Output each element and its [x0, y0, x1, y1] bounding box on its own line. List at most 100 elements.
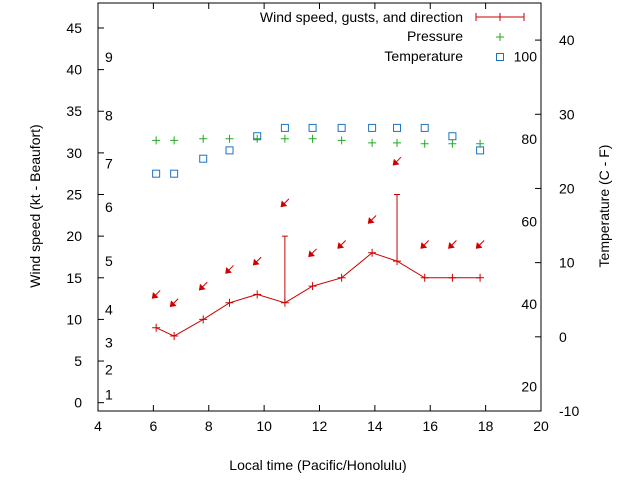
wind-direction-arrowhead	[420, 241, 428, 249]
beaufort-label: 8	[105, 107, 113, 123]
pressure-point	[448, 139, 457, 148]
y-right-tick-label: 20	[559, 180, 575, 196]
y-left-tick-label: 30	[66, 145, 82, 161]
wind-speed-point	[476, 273, 485, 282]
temperature-point	[368, 123, 377, 132]
beaufort-label: 2	[105, 361, 113, 377]
temperature-point	[308, 123, 317, 132]
beaufort-label: 6	[105, 199, 113, 215]
beaufort-label: 4	[105, 301, 113, 317]
pressure-point	[225, 134, 234, 143]
x-tick-label: 10	[256, 418, 272, 434]
y-right-tick-label: 40	[559, 32, 575, 48]
legend-pressure-marker	[496, 33, 504, 41]
x-tick-label: 20	[533, 418, 549, 434]
pressure-point	[199, 134, 208, 143]
temperature-point	[476, 146, 485, 155]
legend-temperature-marker	[496, 53, 504, 61]
x-tick-label: 16	[422, 418, 438, 434]
wind-speed-point	[152, 323, 161, 332]
wind-speed-point	[337, 273, 346, 282]
legend: Wind speed, gusts, and direction Pressur…	[260, 9, 525, 64]
x-tick-label: 18	[478, 418, 494, 434]
series-layer	[151, 123, 485, 341]
y-right-tick-label: 0	[559, 329, 567, 345]
y-left-tick-label: 10	[66, 311, 82, 327]
pressure-point	[420, 139, 429, 148]
temperature-point	[420, 123, 429, 132]
beaufort-label: 9	[105, 49, 113, 65]
wind-direction-arrowhead	[169, 300, 177, 308]
wind-speed-point	[170, 332, 179, 341]
wind-direction-arrowhead	[225, 266, 233, 274]
wind-direction-arrowhead	[337, 241, 345, 249]
pressure-point	[253, 134, 262, 143]
legend-wind-marker	[496, 13, 504, 21]
y-axis-right-label: Temperature (C - F)	[596, 145, 612, 268]
temperature-point	[199, 154, 208, 163]
wind-speed-point	[368, 248, 377, 257]
y-axis-left-label: Wind speed (kt - Beaufort)	[27, 124, 43, 287]
x-tick-label: 14	[367, 418, 383, 434]
wind-direction-arrowhead	[475, 241, 483, 249]
plot-frame	[97, 2, 542, 412]
pressure-point	[337, 136, 346, 145]
wind-speed-point	[420, 273, 429, 282]
pressure-point	[393, 138, 402, 147]
legend-temperature-label: Temperature	[384, 48, 463, 64]
y-left-tick-label: 40	[66, 62, 82, 78]
y-left-tick-label: 45	[66, 20, 82, 36]
y-right-tick-label: 10	[559, 255, 575, 271]
y-left-tick-label: 25	[66, 187, 82, 203]
ticks-layer: 4 6 8 10 12 14 16 18 200510152025303540451234567…	[66, 3, 579, 434]
fahrenheit-label: 80	[521, 131, 537, 147]
fahrenheit-label: 20	[521, 378, 537, 394]
wind-speed-point	[199, 315, 208, 324]
wind-speed-point	[308, 282, 317, 291]
fahrenheit-label: 100	[514, 49, 538, 65]
y-left-tick-label: 15	[66, 270, 82, 286]
x-tick-label: 6	[149, 418, 157, 434]
pressure-point	[280, 134, 289, 143]
temperature-point	[170, 169, 179, 178]
wind-direction-arrowhead	[448, 241, 455, 249]
y-left-tick-label: 5	[74, 353, 82, 369]
temperature-point	[393, 123, 402, 132]
beaufort-label: 3	[105, 335, 113, 351]
x-axis-label: Local time (Pacific/Honolulu)	[229, 457, 406, 473]
x-tick-label: 4	[94, 418, 102, 434]
wind-direction-arrowhead	[367, 216, 375, 224]
wind-speed-line	[155, 252, 481, 337]
temperature-point	[225, 146, 234, 155]
temperature-point	[337, 123, 346, 132]
wind-direction-arrowhead	[392, 158, 400, 166]
wind-speed-point	[448, 273, 457, 282]
fahrenheit-label: 40	[521, 296, 537, 312]
wind-direction-arrowhead	[198, 283, 206, 291]
wind-direction-arrowhead	[308, 250, 316, 258]
beaufort-label: 7	[105, 156, 113, 172]
pressure-point	[152, 136, 161, 145]
wind-speed-point	[225, 298, 234, 307]
pressure-point	[170, 136, 179, 145]
wind-direction-arrowhead	[280, 200, 288, 208]
plot-frame-layer	[97, 2, 542, 412]
y-left-tick-label: 35	[66, 103, 82, 119]
wind-speed-point	[253, 290, 262, 299]
fahrenheit-label: 60	[521, 213, 537, 229]
x-tick-label: 12	[312, 418, 328, 434]
y-right-tick-label: 30	[559, 106, 575, 122]
wind-direction-arrowhead	[252, 258, 260, 266]
wind-direction-arrowhead	[151, 291, 159, 299]
temperature-point	[280, 123, 289, 132]
y-left-tick-label: 20	[66, 228, 82, 244]
y-right-tick-label: -10	[559, 403, 579, 419]
legend-wind-label: Wind speed, gusts, and direction	[260, 9, 463, 25]
pressure-point	[368, 138, 377, 147]
pressure-point	[308, 134, 317, 143]
y-left-tick-label: 0	[74, 395, 82, 411]
legend-pressure-label: Pressure	[407, 28, 463, 44]
temperature-point	[448, 132, 457, 141]
temperature-point	[152, 169, 161, 178]
